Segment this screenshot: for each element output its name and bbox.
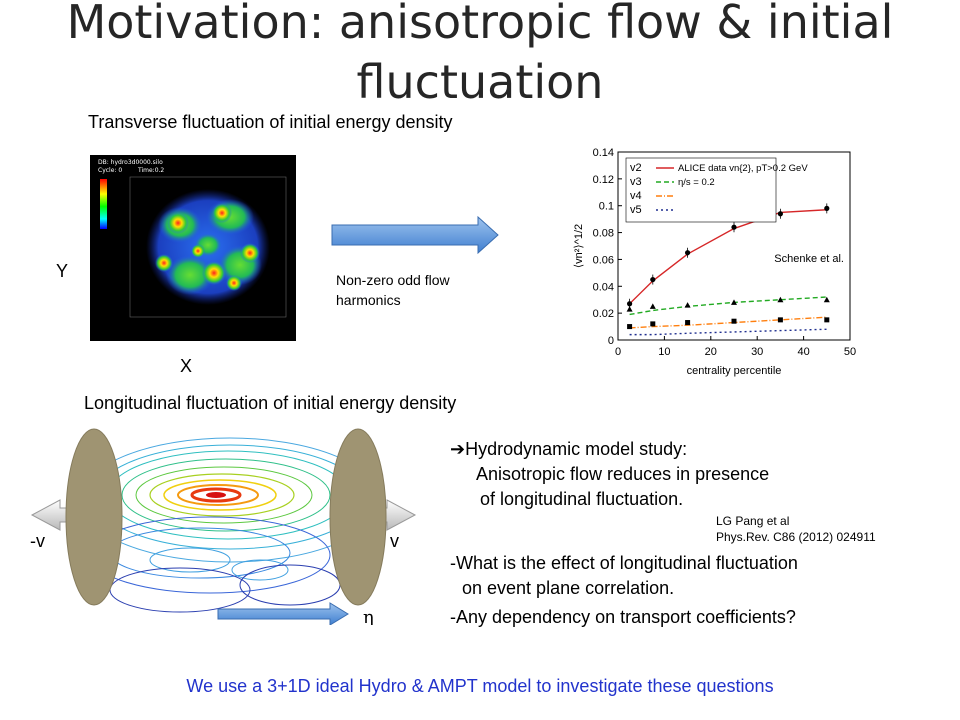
question-2: -Any dependency on transport coefficient… xyxy=(450,607,796,627)
series-line-v2 xyxy=(629,209,827,305)
arrow-bullet-icon: ➔ xyxy=(450,439,466,459)
arrow-caption: Non-zero odd flow harmonics xyxy=(336,272,450,308)
plot-frame xyxy=(129,176,287,318)
legend-label-v3: v3 xyxy=(630,176,642,188)
legend-label-v2: v2 xyxy=(630,162,642,174)
bullet-line-2: Anisotropic flow reduces in presence xyxy=(476,464,770,484)
chart-annotation: Schenke et al. xyxy=(774,253,844,265)
y-tick-label: 0.08 xyxy=(593,228,614,240)
data-point-v4 xyxy=(685,320,691,326)
y-tick-label: 0.14 xyxy=(593,147,614,159)
x-tick-label: 40 xyxy=(797,346,809,358)
flow-harmonics-chart: 0 0.02 0.04 0.06 0.08 0.1 0.12 0.14 0 10 20 30 40 50 c… xyxy=(573,147,856,377)
data-point-v3 xyxy=(731,299,737,305)
data-point-v4 xyxy=(627,324,633,330)
minus-v-label: -v xyxy=(30,531,45,551)
footer-note: We use a 3+1D ideal Hydro & AMPT model t… xyxy=(186,676,774,696)
legend-box xyxy=(625,157,777,223)
data-point-v4 xyxy=(777,317,783,323)
data-point-v3 xyxy=(684,302,691,308)
series-line-v4 xyxy=(629,316,827,329)
y-tick-label: 0.04 xyxy=(593,281,614,293)
data-point-v4 xyxy=(650,321,656,327)
eta-label: η xyxy=(363,607,374,625)
y-tick-label: 0 xyxy=(608,335,614,347)
x-tick-label: 10 xyxy=(658,346,670,358)
axis-y-label: Y xyxy=(56,261,69,281)
series-line-v3 xyxy=(629,296,827,316)
x-tick-label: 50 xyxy=(844,346,856,358)
series-line-v5 xyxy=(629,328,827,336)
question-1-line-2: on event plane correlation. xyxy=(462,578,675,598)
y-tick-label: 0.02 xyxy=(593,308,614,320)
x-axis-label: centrality percentile xyxy=(687,365,782,377)
bullet-hydro-study: ➔Hydrodynamic model study: xyxy=(450,437,687,461)
hydro-db-text: DB: hydro3d0000.silo xyxy=(98,159,163,166)
hydro-simulation-image: DB: hydro3d0000.silo Cycle: 0 Time:0.2 xyxy=(90,155,296,341)
axis-x-label: X xyxy=(180,356,193,376)
legend-label-v4: v4 xyxy=(630,190,642,202)
color-scale-bar xyxy=(100,179,107,229)
transverse-label: Transverse fluctuation of initial energy… xyxy=(88,112,453,132)
y-tick-label: 0.06 xyxy=(593,254,614,266)
legend-data-label: ALICE data vn{2}, pT>0.2 GeV xyxy=(678,163,808,174)
question-1-line-1: -What is the effect of longitudinal fluc… xyxy=(450,553,798,573)
v-label: v xyxy=(390,531,399,551)
data-point-v3 xyxy=(626,306,633,312)
slide-title: Motivation: anisotropic flow & initial f… xyxy=(66,0,894,109)
data-point-v4 xyxy=(824,317,830,323)
left-nucleus-disc xyxy=(65,428,123,606)
longitudinal-contour-illustration: -v v η xyxy=(30,428,417,625)
legend-model-label: η/s = 0.2 xyxy=(678,177,715,188)
reference-line-1: LG Pang et al xyxy=(716,514,790,528)
eta-arrow-icon xyxy=(217,602,349,625)
hydro-time-text: Time:0.2 xyxy=(137,167,164,174)
legend-label-v5: v5 xyxy=(630,204,642,216)
bullet-line-3: of longitudinal fluctuation. xyxy=(480,489,684,509)
hydro-cycle-text: Cycle: 0 xyxy=(98,167,122,174)
x-tick-label: 0 xyxy=(615,346,621,358)
longitudinal-label: Longitudinal fluctuation of initial ener… xyxy=(84,393,457,413)
bullet-line-1: Hydrodynamic model study: xyxy=(465,439,688,459)
data-point-v4 xyxy=(731,318,737,324)
chart-frame xyxy=(617,151,851,341)
y-tick-label: 0.12 xyxy=(593,174,614,186)
y-axis-label: ⟨vn²⟩^1/2 xyxy=(573,224,585,268)
right-nucleus-disc xyxy=(329,428,387,606)
data-point-v3 xyxy=(649,303,656,309)
y-tick-label: 0.1 xyxy=(599,201,614,213)
data-point-v3 xyxy=(823,296,830,303)
reference-line-2: Phys.Rev. C86 (2012) 024911 xyxy=(716,530,876,544)
x-tick-label: 30 xyxy=(751,346,763,358)
right-arrow-icon xyxy=(331,215,499,255)
data-point-v3 xyxy=(777,296,784,303)
x-tick-label: 20 xyxy=(705,346,717,358)
